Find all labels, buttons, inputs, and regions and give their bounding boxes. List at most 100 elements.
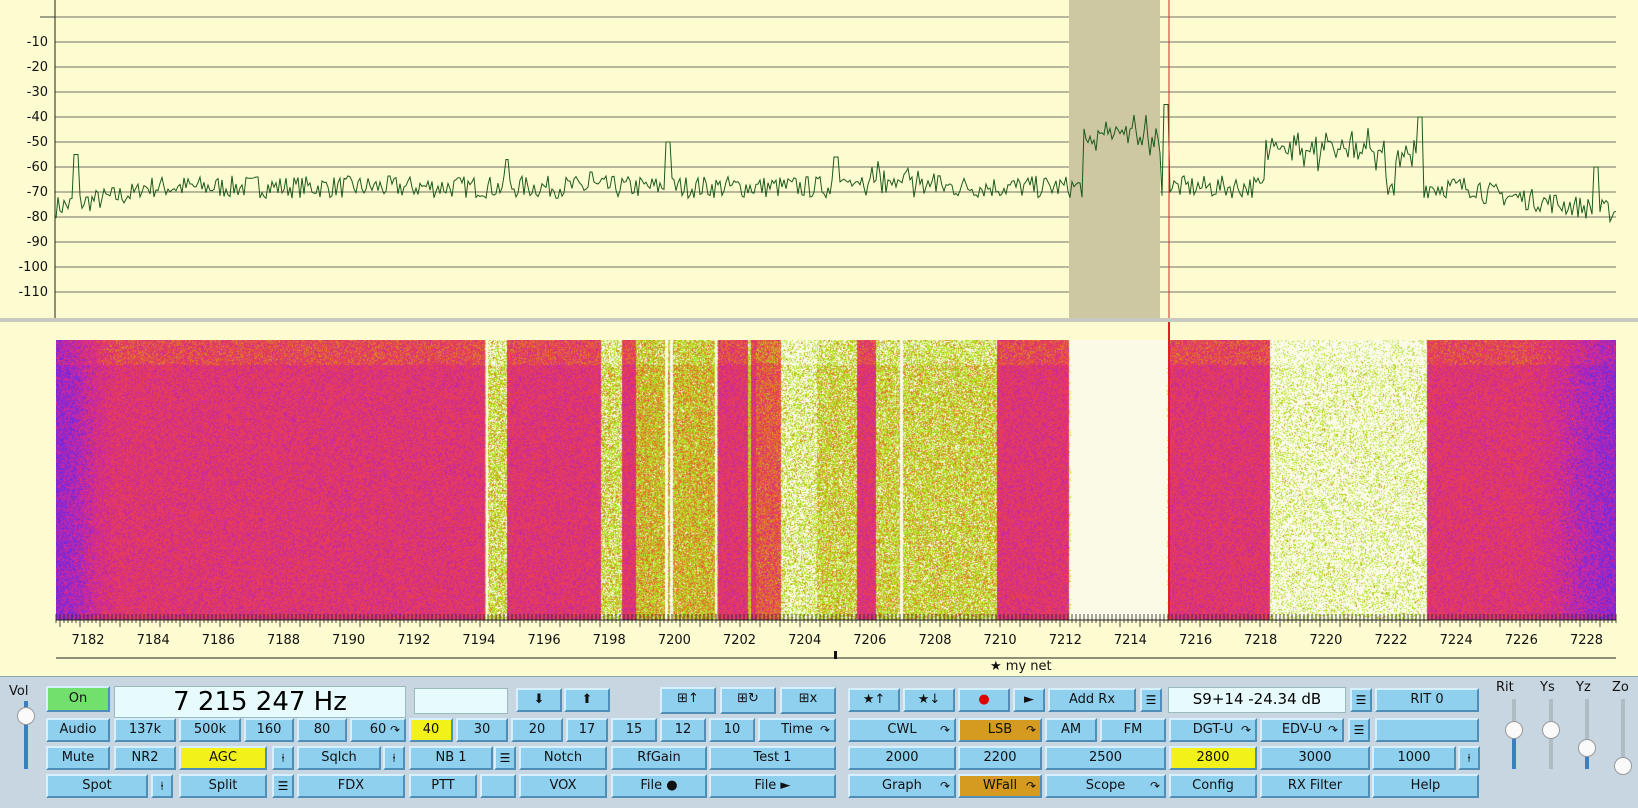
zo-slider-track[interactable] (1621, 699, 1625, 769)
mode-fm-button[interactable]: FM (1100, 718, 1166, 742)
cycle-icon: ↷ (389, 723, 400, 737)
volume-slider-knob[interactable] (17, 707, 35, 725)
waterfall-display[interactable] (56, 340, 1616, 620)
audio-button[interactable]: Audio (46, 718, 110, 742)
mode-dgtu-button[interactable]: DGT-U ↷ (1169, 718, 1257, 742)
squelch-button[interactable]: Sqlch (297, 746, 381, 770)
band-30-button[interactable]: 30 (456, 718, 508, 742)
band-15-button[interactable]: 15 (611, 718, 657, 742)
frequency-label: 7200 (658, 633, 691, 648)
spot-slider-button[interactable]: ⍿ (151, 774, 173, 798)
waterfall-button[interactable]: WFall ↷ (958, 774, 1042, 798)
filter-1000-button[interactable]: 1000 (1372, 746, 1456, 770)
spectrum-graph[interactable]: -10 -20 -30 -40 -50 -60 -70 -80 -90 -100 -110 (0, 0, 1638, 318)
help-button[interactable]: Help (1372, 774, 1479, 798)
rit-slider-knob[interactable] (1505, 721, 1523, 739)
volume-slider-track[interactable] (24, 701, 28, 769)
band-60-button[interactable]: 60 ↷ (350, 718, 406, 742)
config-button[interactable]: Config (1169, 774, 1257, 798)
mode-blank-button[interactable] (1375, 718, 1479, 742)
split-list-button[interactable]: ☰ (272, 774, 294, 798)
zo-slider-knob[interactable] (1614, 757, 1632, 775)
zoom-step-button[interactable]: ⊞↑ (660, 687, 716, 714)
filter-2800-button[interactable]: 2800 (1169, 746, 1257, 770)
mode-lsb-button[interactable]: LSB ↷ (958, 718, 1042, 742)
zoom-reset-button[interactable]: ⊞↻ (720, 687, 776, 714)
spot-button[interactable]: Spot (46, 774, 148, 798)
ys-slider-knob[interactable] (1542, 721, 1560, 739)
agc-button[interactable]: AGC (179, 746, 267, 770)
notch-button[interactable]: Notch (519, 746, 607, 770)
waterfall-pane[interactable]: 7182 7184 7186 7188 7190 7192 7194 7196 7198 7200… (0, 322, 1638, 676)
pane-splitter[interactable] (0, 318, 1638, 322)
list-icon-button[interactable]: ☰ (1140, 688, 1162, 712)
fdx-button[interactable]: FDX (297, 774, 405, 798)
control-panel: Vol On 7 215 247 Hz ⬇ ⬆ ⊞↑ ⊞↻ ⊞x ★↑ ★↓ ●… (0, 676, 1638, 808)
record-button[interactable]: ● (958, 688, 1010, 712)
frequency-display[interactable]: 7 215 247 Hz (114, 686, 406, 718)
db-scale-label: -110 (18, 285, 48, 300)
add-rx-button[interactable]: Add Rx (1048, 688, 1136, 712)
frequency-label: 7218 (1244, 633, 1277, 648)
band-80-button[interactable]: 80 (297, 718, 347, 742)
mode-cwl-button[interactable]: CWL ↷ (848, 718, 956, 742)
yz-slider-track[interactable] (1585, 699, 1589, 769)
nb1-button[interactable]: NB 1 (409, 746, 493, 770)
band-160-button[interactable]: 160 (244, 718, 294, 742)
filter-2000-button[interactable]: 2000 (848, 746, 956, 770)
file-record-button[interactable]: File ● (611, 774, 707, 798)
rx-filter-button[interactable]: RX Filter (1260, 774, 1370, 798)
vox-button[interactable]: VOX (519, 774, 607, 798)
nb-list-button[interactable]: ☰ (494, 746, 516, 770)
cycle-icon: ↷ (1240, 723, 1251, 737)
band-17-button[interactable]: 17 (566, 718, 608, 742)
smeter-list-button[interactable]: ☰ (1350, 688, 1372, 712)
filter-3000-button[interactable]: 3000 (1260, 746, 1370, 770)
time-button[interactable]: Time ↷ (758, 718, 836, 742)
db-scale-label: -80 (27, 210, 48, 225)
band-40-button[interactable]: 40 (409, 718, 453, 742)
band-500k-button[interactable]: 500k (179, 718, 241, 742)
ptt-button[interactable]: PTT (409, 774, 477, 798)
nr2-button[interactable]: NR2 (114, 746, 176, 770)
db-scale-label: -50 (27, 135, 48, 150)
mode-am-button[interactable]: AM (1045, 718, 1097, 742)
band-20-button[interactable]: 20 (511, 718, 563, 742)
band-down-button[interactable]: ⬇ (516, 688, 562, 712)
graph-button[interactable]: Graph ↷ (848, 774, 956, 798)
frequency-label: 7216 (1179, 633, 1212, 648)
band-up-button[interactable]: ⬆ (564, 688, 610, 712)
zoom-close-button[interactable]: ⊞x (780, 687, 836, 714)
frequency-entry[interactable] (414, 688, 508, 714)
power-on-button[interactable]: On (46, 686, 110, 712)
mute-button[interactable]: Mute (46, 746, 110, 770)
filter-slider-button[interactable]: ⍿ (1458, 746, 1480, 770)
rit-button[interactable]: RIT 0 (1375, 688, 1479, 712)
net-marker-label[interactable]: ★ my net (990, 659, 1052, 674)
db-scale-label: -60 (27, 160, 48, 175)
star-up-button[interactable]: ★↑ (848, 688, 900, 712)
scope-button[interactable]: Scope ↷ (1045, 774, 1166, 798)
rfgain-button[interactable]: RfGain (611, 746, 707, 770)
filter-2200-button[interactable]: 2200 (958, 746, 1042, 770)
record-icon: ● (978, 692, 990, 707)
play-button[interactable]: ► (1013, 688, 1045, 712)
split-button[interactable]: Split (179, 774, 267, 798)
yz-slider-fill (1585, 747, 1589, 769)
mode-edvu-button[interactable]: EDV-U ↷ (1260, 718, 1344, 742)
frequency-label: 7214 (1114, 633, 1147, 648)
squelch-slider-button[interactable]: ⍿ (383, 746, 405, 770)
mode-list-button[interactable]: ☰ (1348, 718, 1370, 742)
slider-icon: ⍿ (160, 779, 164, 793)
star-down-button[interactable]: ★↓ (903, 688, 955, 712)
test1-button[interactable]: Test 1 (709, 746, 836, 770)
band-137k-button[interactable]: 137k (114, 718, 176, 742)
filter-2500-button[interactable]: 2500 (1045, 746, 1166, 770)
blank-button[interactable] (480, 774, 516, 798)
band-12-button[interactable]: 12 (660, 718, 706, 742)
band-10-button[interactable]: 10 (709, 718, 755, 742)
file-play-button[interactable]: File ► (709, 774, 836, 798)
agc-slider-button[interactable]: ⍿ (272, 746, 294, 770)
yz-slider-knob[interactable] (1578, 739, 1596, 757)
passband-highlight (1069, 0, 1160, 318)
